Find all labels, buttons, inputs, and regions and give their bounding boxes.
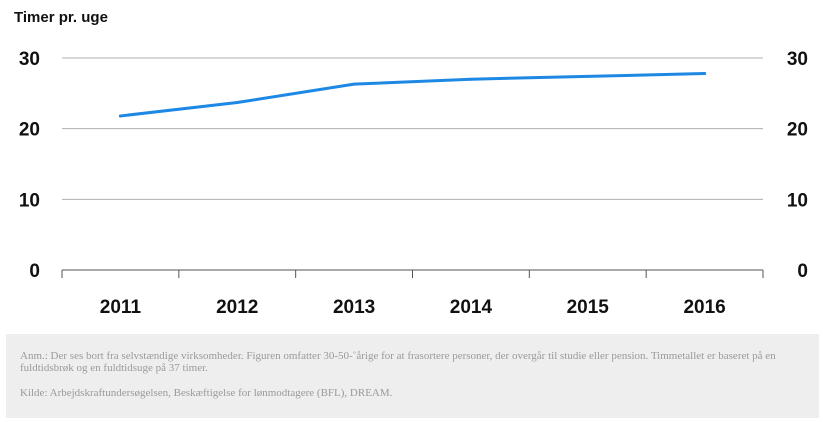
y-tick-label-left: 10: [19, 190, 40, 211]
data-point: [469, 77, 473, 81]
x-axis: [61, 269, 764, 278]
annotation-note: Anm.: Der ses bort fra selvstændige virk…: [20, 350, 776, 374]
y-tick-label-left: 30: [19, 49, 40, 70]
x-tick-label: 2011: [100, 297, 142, 318]
y-tick-label-right: 20: [787, 120, 808, 141]
y-tick-label-right: 30: [787, 49, 808, 70]
x-tick-labels: 2011 2012 2013 2014 2015 2016: [100, 297, 726, 318]
series-layer: [118, 72, 707, 118]
data-point: [586, 74, 590, 78]
x-tick-label: 2013: [333, 297, 375, 318]
y-tick-label-left: 20: [19, 120, 40, 141]
y-tick-label-left: 0: [29, 261, 40, 282]
y-axis-unit-label: Timer pr. uge: [14, 9, 108, 26]
y-tick-labels: 0 0 10 10 20 20 30 30: [19, 49, 808, 282]
y-tick-label-right: 0: [797, 261, 808, 282]
data-point: [352, 82, 356, 86]
notes-box: Anm.: Der ses bort fra selvstændige virk…: [6, 334, 819, 418]
x-tick-label: 2015: [567, 297, 610, 318]
y-tick-label-right: 10: [787, 190, 808, 211]
x-tick-label: 2012: [216, 297, 258, 318]
series-line: [118, 72, 707, 118]
x-tick-label: 2016: [683, 297, 725, 318]
x-tick-label: 2014: [450, 297, 493, 318]
gridlines: [62, 57, 763, 200]
data-point: [235, 101, 239, 105]
data-point: [703, 72, 707, 76]
source-note: Kilde: Arbejdskraftundersøgelsen, Beskæf…: [20, 387, 393, 399]
data-point: [118, 114, 122, 118]
